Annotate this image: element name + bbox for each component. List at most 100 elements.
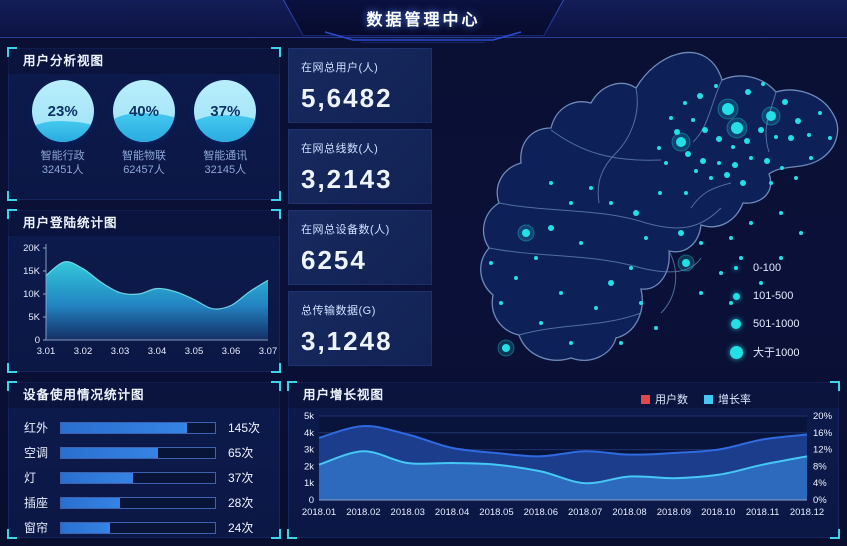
map-dot[interactable] — [559, 291, 563, 295]
map-dot[interactable] — [731, 145, 735, 149]
map-dot[interactable] — [691, 118, 695, 122]
map-dot[interactable] — [732, 162, 738, 168]
map-dot[interactable] — [714, 84, 718, 88]
map-dot[interactable] — [657, 146, 661, 150]
map-dot[interactable] — [629, 266, 633, 270]
map-dot[interactable] — [522, 229, 530, 237]
map-dot[interactable] — [664, 161, 668, 165]
map-dot[interactable] — [678, 230, 684, 236]
map-dot[interactable] — [719, 271, 723, 275]
map-dot[interactable] — [807, 133, 811, 137]
corner-bracket — [287, 381, 297, 391]
map-dot[interactable] — [761, 82, 765, 86]
map-dot[interactable] — [569, 341, 573, 345]
map-dot[interactable] — [676, 137, 686, 147]
map-dot[interactable] — [697, 93, 703, 99]
map-dot[interactable] — [722, 103, 734, 115]
map-dot[interactable] — [539, 321, 543, 325]
device-bar-track — [60, 421, 216, 434]
map-dot[interactable] — [780, 166, 784, 170]
map-dot[interactable] — [769, 181, 773, 185]
map-dot[interactable] — [809, 156, 813, 160]
map-dot[interactable] — [788, 135, 794, 141]
map-dot[interactable] — [828, 136, 832, 140]
map-dot[interactable] — [644, 236, 648, 240]
map-dot[interactable] — [729, 236, 733, 240]
map-dot[interactable] — [502, 344, 510, 352]
map-dot[interactable] — [782, 99, 788, 105]
map-dot[interactable] — [669, 116, 673, 120]
map-dot[interactable] — [548, 225, 554, 231]
left-axis-tick: 0 — [309, 495, 314, 506]
map-dot[interactable] — [633, 210, 639, 216]
map-dot[interactable] — [594, 306, 598, 310]
map-dot[interactable] — [795, 118, 801, 124]
map-dot[interactable] — [716, 136, 722, 142]
x-axis-tick: 3.02 — [74, 346, 93, 357]
legend-item[interactable]: 增长率 — [704, 391, 751, 407]
map-dot[interactable] — [766, 111, 776, 121]
map-dot[interactable] — [739, 256, 743, 260]
map-dot[interactable] — [682, 259, 690, 267]
map-dot[interactable] — [700, 158, 706, 164]
map-dot[interactable] — [724, 172, 730, 178]
map-dot[interactable] — [639, 301, 643, 305]
map-dot[interactable] — [684, 191, 688, 195]
map-dot[interactable] — [683, 101, 687, 105]
liquid-gauge: 40% 智能物联 62457人 — [106, 80, 182, 177]
map-dot[interactable] — [779, 256, 783, 260]
map-dot[interactable] — [534, 256, 538, 260]
map-dot[interactable] — [658, 191, 662, 195]
map-dot[interactable] — [514, 276, 518, 280]
map-dot[interactable] — [549, 181, 553, 185]
growth-chart-legend[interactable]: 用户数 增长率 — [641, 391, 751, 407]
map-dot[interactable] — [654, 326, 658, 330]
map-dot[interactable] — [745, 89, 751, 95]
device-bar-chart[interactable]: 红外 145次 空调 65次灯 37次 插座 28次 窗帘 24次 — [8, 408, 280, 535]
map-dot[interactable] — [729, 301, 733, 305]
title-plate-border: 数据管理中心 — [283, 0, 564, 36]
gauge-percent: 23% — [47, 102, 78, 120]
stat-card-value: 6254 — [301, 245, 367, 275]
stat-card-value: 5,6482 — [301, 83, 393, 113]
map-dot[interactable] — [699, 241, 703, 245]
stat-card-label: 在网总用户(人) — [301, 62, 379, 74]
left-axis-tick: 1k — [304, 478, 314, 489]
x-axis-tick: 3.06 — [222, 346, 241, 357]
login-area-chart[interactable]: 0 5K 10K 15K 20K 3.01 3.02 3.03 3.04 3.05 3.06 3.07 — [10, 238, 278, 372]
map-dot[interactable] — [499, 301, 503, 305]
stat-card: 在网总用户(人) 5,6482 — [288, 48, 432, 123]
map-dot[interactable] — [794, 176, 798, 180]
map-dot[interactable] — [489, 261, 493, 265]
map-dot[interactable] — [619, 341, 623, 345]
map-dot[interactable] — [608, 280, 614, 286]
left-axis-tick: 4k — [304, 428, 314, 439]
map-dot[interactable] — [717, 161, 721, 165]
map-dot[interactable] — [779, 211, 783, 215]
map-dot[interactable] — [589, 186, 593, 190]
growth-area-chart[interactable]: 0 1k 2k 3k 4k 5k 0% 4% 8% 12% 16% 20% 2018.01 2018.02… — [289, 408, 838, 536]
map-dot[interactable] — [744, 138, 750, 144]
map-dot[interactable] — [709, 176, 713, 180]
map-dot[interactable] — [749, 221, 753, 225]
map-dot[interactable] — [694, 169, 698, 173]
map-dot[interactable] — [699, 291, 703, 295]
x-axis-tick: 2018.01 — [302, 507, 336, 518]
map-dot[interactable] — [799, 231, 803, 235]
map-dot[interactable] — [731, 122, 743, 134]
map-dot[interactable] — [579, 241, 583, 245]
map-dot[interactable] — [749, 156, 753, 160]
map-dot[interactable] — [685, 151, 691, 157]
map-dot[interactable] — [758, 127, 764, 133]
map-dot[interactable] — [740, 180, 746, 186]
map-dot[interactable] — [818, 111, 822, 115]
map-dot[interactable] — [774, 135, 778, 139]
legend-item[interactable]: 用户数 — [641, 391, 688, 407]
map-region[interactable]: 0-100 101-500 501-1000 大于1000 — [430, 42, 847, 378]
map-dot[interactable] — [759, 281, 763, 285]
map-dot[interactable] — [609, 201, 613, 205]
map-dot[interactable] — [569, 201, 573, 205]
map-dot[interactable] — [674, 129, 680, 135]
map-dot[interactable] — [764, 158, 770, 164]
map-dot[interactable] — [702, 127, 708, 133]
